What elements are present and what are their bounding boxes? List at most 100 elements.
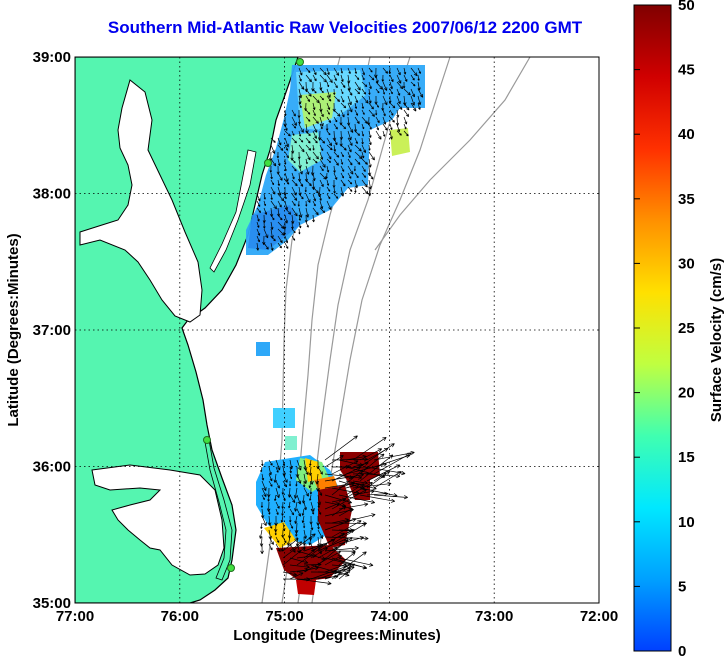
velocity-arrow: [291, 207, 298, 217]
velocity-arrow: [289, 473, 293, 480]
velocity-arrow: [274, 529, 277, 536]
velocity-arrow: [284, 214, 289, 224]
velocity-arrow: [368, 144, 371, 151]
x-tick-label: 72:00: [580, 608, 618, 625]
velocity-arrow: [277, 144, 284, 151]
velocity-arrow: [305, 109, 311, 115]
velocity-arrow: [288, 501, 291, 509]
velocity-arrow: [375, 130, 382, 140]
x-tick-label: 74:00: [370, 608, 408, 625]
velocity-arrow: [373, 494, 408, 500]
velocity-arrow: [284, 109, 287, 117]
y-tick-label: 38:00: [33, 186, 71, 203]
velocity-arrow: [389, 109, 394, 116]
velocity-arrow: [353, 165, 356, 172]
velocity-arrow: [289, 572, 304, 580]
velocity-arrow: [340, 95, 345, 103]
velocity-arrow: [347, 165, 354, 175]
velocity-arrow: [284, 172, 289, 182]
velocity-arrow: [301, 508, 305, 516]
velocity-arrow: [403, 102, 410, 111]
velocity-arrow: [312, 200, 316, 207]
velocity-arrow: [389, 102, 396, 109]
velocity-arrow: [291, 235, 296, 241]
velocity-arrow: [382, 123, 388, 131]
velocity-arrow: [417, 74, 420, 81]
y-tick-label: 37:00: [33, 322, 71, 339]
velocity-arrow: [298, 116, 301, 125]
velocity-arrow: [263, 200, 267, 207]
velocity-arrow: [417, 81, 421, 91]
velocity-arrow: [304, 186, 307, 193]
velocity-arrow: [381, 74, 385, 82]
velocity-arrow: [361, 130, 365, 137]
velocity-arrow: [256, 221, 260, 228]
velocity-arrow: [403, 109, 410, 117]
velocity-arrow: [417, 67, 421, 74]
velocity-arrow: [410, 67, 418, 77]
velocity-arrow: [347, 95, 352, 106]
velocity-arrow: [275, 501, 280, 509]
velocity-arrow: [296, 494, 302, 505]
velocity-arrow: [268, 536, 274, 545]
velocity-vectors: [256, 67, 424, 586]
velocity-arrow: [339, 116, 343, 126]
velocity-arrow: [281, 508, 284, 516]
velocity-arrow: [317, 529, 324, 539]
velocity-arrow: [305, 88, 312, 97]
velocity-arrow: [396, 109, 400, 118]
velocity-arrow: [291, 221, 294, 230]
velocity-arrow: [340, 102, 347, 109]
velocity-arrow: [331, 563, 356, 580]
velocity-arrow: [295, 529, 298, 537]
velocity-arrow: [305, 151, 311, 161]
velocity-arrow: [389, 116, 395, 123]
velocity-arrow: [382, 67, 389, 74]
colorbar-tick-label: 30: [678, 255, 695, 272]
velocity-arrow: [277, 137, 282, 146]
velocity-arrow: [333, 74, 337, 81]
velocity-arrow: [270, 221, 274, 230]
velocity-arrow: [303, 466, 309, 475]
velocity-arrow: [389, 130, 393, 140]
velocity-arrow: [305, 144, 312, 151]
velocity-arrow: [298, 214, 301, 221]
velocity-arrow: [326, 74, 333, 84]
velocity-arrow: [388, 67, 392, 75]
velocity-arrow: [273, 473, 277, 483]
velocity-arrow: [310, 508, 315, 515]
velocity-arrow: [284, 144, 288, 151]
colorbar-tick-label: 45: [678, 62, 695, 79]
y-tick-labels: 39:00 38:00 37:00 36:00 35:00: [33, 49, 71, 612]
velocity-arrow: [303, 545, 321, 559]
velocity-arrow: [354, 88, 361, 95]
velocity-arrow: [270, 242, 274, 251]
velocity-arrow: [388, 95, 392, 104]
velocity-arrow: [417, 88, 424, 98]
x-axis-label: Longitude (Degrees:Minutes): [233, 627, 441, 644]
velocity-arrow: [263, 207, 268, 215]
velocity-arrow: [346, 109, 350, 116]
velocity-arrow: [275, 480, 280, 489]
velocity-arrow: [382, 88, 386, 95]
velocity-arrow: [312, 116, 319, 124]
velocity-arrow: [368, 81, 372, 90]
velocity-arrow: [309, 487, 313, 495]
velocity-arrow: [354, 186, 357, 193]
velocity-arrow: [284, 158, 287, 165]
velocity-arrow: [319, 95, 324, 101]
velocity-arrow: [361, 74, 365, 81]
velocity-arrow: [326, 88, 331, 98]
velocity-arrow: [282, 546, 306, 566]
velocity-arrow: [298, 228, 301, 235]
velocity-arrow: [354, 109, 359, 116]
velocity-arrow: [319, 67, 327, 76]
velocity-arrow: [276, 151, 280, 159]
velocity-arrow: [354, 81, 361, 91]
velocity-arrow: [403, 74, 408, 82]
velocity-arrow: [347, 179, 353, 185]
velocity-arrow: [303, 487, 309, 497]
colorbar-label: Surface Velocity (cm/s): [708, 258, 724, 422]
velocity-arrow: [268, 543, 273, 551]
velocity-arrow: [331, 489, 367, 510]
